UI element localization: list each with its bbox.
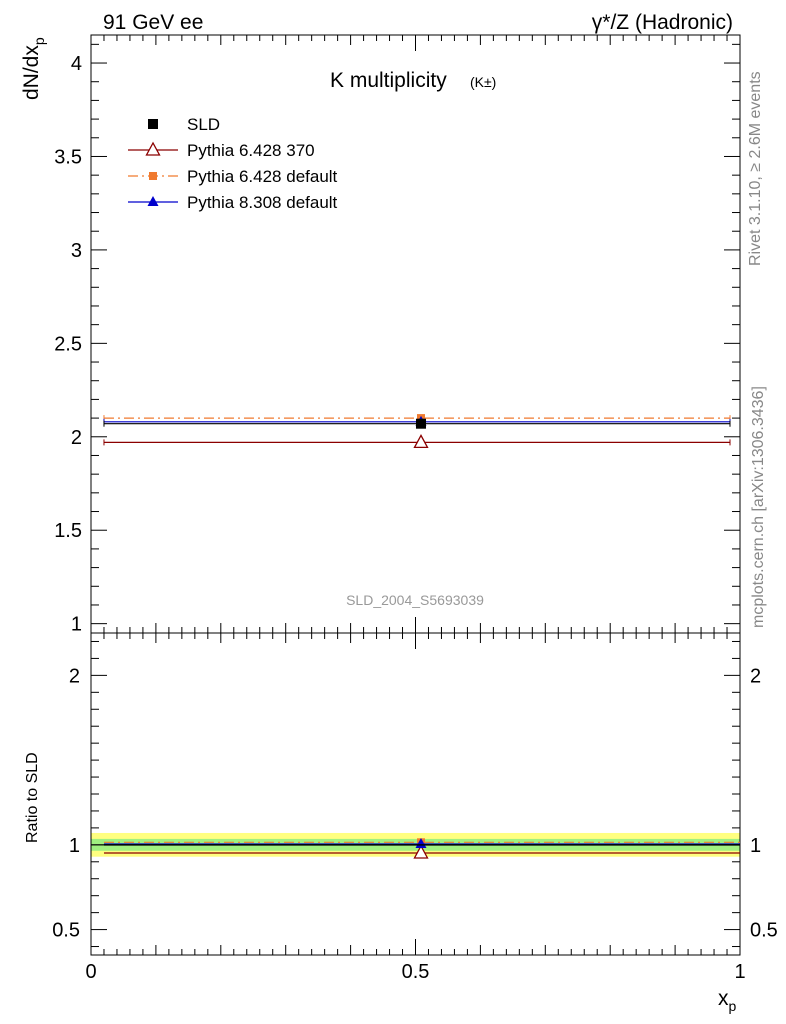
main-y-tick-label: 4 [71, 53, 82, 75]
rivet-version-text: Rivet 3.1.10, ≥ 2.6M events [747, 71, 764, 266]
mcplots-reference-text: mcplots.cern.ch [arXiv:1306.3436] [750, 386, 767, 628]
ratio-y-axis-label: Ratio to SLD [24, 752, 41, 843]
ratio-ticks [90, 633, 741, 955]
main-ticks [90, 35, 741, 633]
main-y-tick-label: 1.5 [54, 520, 82, 542]
main-panel: 1 1.5 2 2.5 3 3.5 4 K multiplicity (K±) SLD_20… [54, 34, 741, 636]
legend-label: Pythia 8.308 default [187, 193, 338, 212]
main-y-tick-label: 1 [71, 614, 82, 636]
legend-label: SLD [187, 115, 220, 134]
legend: SLD Pythia 6.428 370 Pythia 6.428 default P… [128, 115, 338, 212]
ratio-data-point [413, 844, 429, 859]
header-left: 91 GeV ee [103, 11, 203, 34]
ratio-y-tick-label-right: 1 [750, 835, 761, 857]
legend-marker [147, 196, 159, 206]
chart-title-sub: (K±) [470, 74, 496, 90]
main-y-tick-label: 3.5 [54, 146, 82, 168]
x-axis-label: xp [718, 987, 737, 1014]
ratio-y-tick-label-right: 2 [750, 665, 761, 687]
main-series [103, 414, 731, 449]
main-y-tick-label: 3 [71, 240, 82, 262]
x-tick-label: 0 [85, 961, 96, 983]
x-tick-labels: 0 0.5 1 [85, 961, 745, 983]
header-right: γ*/Z (Hadronic) [592, 11, 733, 34]
ratio-series [103, 837, 740, 859]
ratio-y-tick-label-right: 0.5 [750, 920, 778, 942]
ratio-y-tick-labels: 0.5 0.5 1 1 2 2 [52, 665, 778, 941]
ratio-y-tick-label-left: 2 [69, 665, 80, 687]
analysis-watermark: SLD_2004_S5693039 [346, 592, 484, 608]
main-data-point [415, 418, 426, 429]
chart-title: K multiplicity [330, 69, 447, 92]
x-tick-label: 0.5 [402, 961, 430, 983]
legend-marker [145, 141, 161, 156]
main-y-axis-label: dN/dxp [20, 37, 47, 100]
ratio-panel: 0.5 0.51 12 2 0 0.5 1 [52, 632, 778, 983]
main-data-point [413, 434, 429, 449]
legend-label: Pythia 6.428 370 [187, 141, 315, 160]
main-y-tick-labels: 1 1.5 2 2.5 3 3.5 4 [54, 53, 82, 636]
ratio-frame [90, 632, 741, 956]
ratio-y-tick-label-left: 0.5 [52, 920, 80, 942]
legend-label: Pythia 6.428 default [187, 167, 338, 186]
ratio-y-tick-label-left: 1 [69, 835, 80, 857]
main-y-tick-label: 2.5 [54, 333, 82, 355]
x-tick-label: 1 [734, 961, 745, 983]
legend-marker [148, 119, 158, 129]
main-y-tick-label: 2 [71, 427, 82, 449]
legend-marker [149, 172, 157, 180]
